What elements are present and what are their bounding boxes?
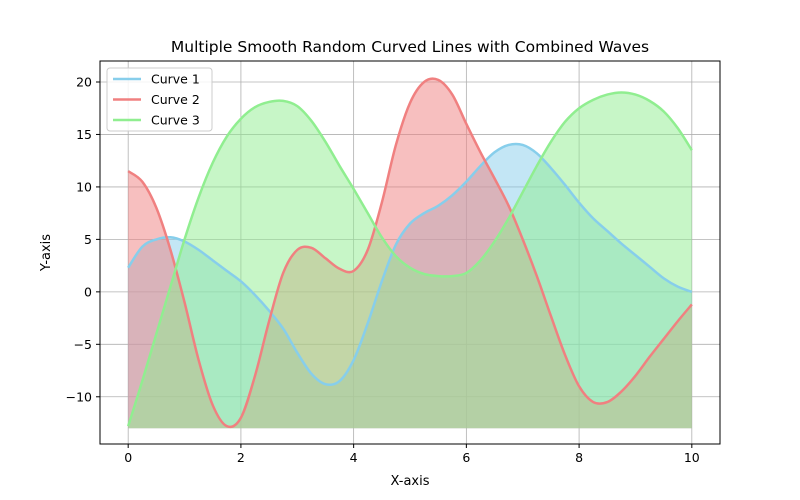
x-tick-label: 10 [684, 450, 700, 465]
axis-ticks: 0 2 4 6 8 10 −10 −5 0 5 10 15 20 [66, 74, 700, 465]
plot-frame [99, 60, 721, 445]
y-tick-label: 20 [76, 74, 92, 89]
legend: Curve 1 Curve 2 Curve 3 [106, 67, 213, 132]
area-fills [128, 78, 692, 429]
x-tick-label: 8 [575, 450, 583, 465]
series-fill-3 [128, 92, 692, 429]
y-tick-label: 5 [84, 232, 92, 247]
chart-title: Multiple Smooth Random Curved Lines with… [171, 38, 649, 56]
y-tick-label: 10 [76, 179, 92, 194]
x-tick-label: 6 [462, 450, 470, 465]
legend-label-1: Curve 1 [151, 72, 200, 87]
x-tick-label: 0 [124, 450, 132, 465]
y-tick-label: 15 [76, 127, 92, 142]
legend-label-2: Curve 2 [151, 92, 200, 107]
x-tick-label: 2 [237, 450, 245, 465]
y-tick-label: −10 [66, 389, 92, 404]
series-line-3 [126, 91, 693, 427]
legend-label-3: Curve 3 [151, 113, 200, 128]
series-lines [126, 77, 693, 429]
y-axis-label: Y-axis [39, 234, 54, 272]
y-tick-label: −5 [74, 337, 92, 352]
series-line-1 [127, 142, 693, 387]
series-line-2 [127, 77, 693, 429]
x-axis-label: X-axis [391, 474, 430, 489]
y-tick-label: 0 [84, 284, 92, 299]
x-tick-label: 4 [350, 450, 358, 465]
legend-box [106, 67, 213, 132]
